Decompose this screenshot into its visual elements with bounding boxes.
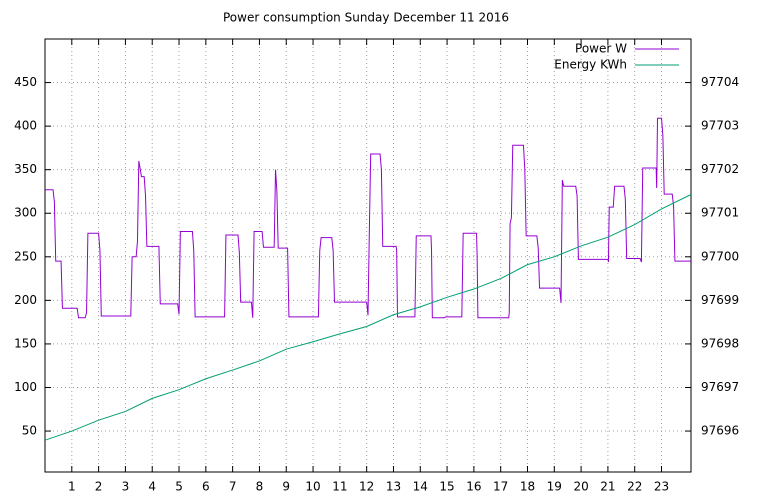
x-tick-label: 3 — [122, 480, 130, 494]
x-tick-label: 9 — [282, 480, 290, 494]
y2-tick-label: 97702 — [701, 162, 739, 176]
x-tick-label: 6 — [202, 480, 210, 494]
y2-tick-label: 97701 — [701, 206, 739, 220]
x-tick-label: 14 — [413, 480, 428, 494]
x-tick-label: 21 — [600, 480, 615, 494]
x-tick-label: 7 — [229, 480, 237, 494]
y2-tick-label: 97704 — [701, 75, 739, 89]
y-tick-label: 150 — [14, 336, 37, 350]
x-tick-label: 5 — [175, 480, 183, 494]
y-tick-label: 450 — [14, 75, 37, 89]
y2-tick-label: 97699 — [701, 293, 739, 307]
x-tick-label: 15 — [439, 480, 454, 494]
y2-tick-label: 97697 — [701, 380, 739, 394]
x-tick-label: 1 — [68, 480, 76, 494]
y2-tick-label: 97700 — [701, 249, 739, 263]
x-tick-label: 22 — [627, 480, 642, 494]
x-tick-label: 4 — [148, 480, 156, 494]
x-tick-label: 8 — [256, 480, 264, 494]
y-tick-label: 400 — [14, 119, 37, 133]
legend-label: Energy KWh — [554, 58, 627, 72]
series-line — [44, 194, 692, 441]
x-tick-label: 17 — [493, 480, 508, 494]
y-tick-label: 250 — [14, 249, 37, 263]
x-tick-label: 23 — [654, 480, 669, 494]
y-tick-label: 100 — [14, 380, 37, 394]
x-tick-label: 10 — [305, 480, 320, 494]
y-tick-label: 350 — [14, 162, 37, 176]
x-tick-label: 2 — [95, 480, 103, 494]
series-line — [45, 117, 691, 319]
y-tick-label: 200 — [14, 293, 37, 307]
plot-frame — [44, 38, 692, 473]
x-tick-label: 19 — [547, 480, 562, 494]
chart-title: Power consumption Sunday December 11 201… — [223, 11, 509, 25]
x-tick-label: 20 — [573, 480, 588, 494]
x-tick-label: 13 — [386, 480, 401, 494]
y2-tick-label: 97696 — [701, 424, 739, 438]
y-tick-label: 300 — [14, 206, 37, 220]
x-tick-label: 12 — [359, 480, 374, 494]
x-tick-label: 16 — [466, 480, 481, 494]
x-tick-label: 18 — [520, 480, 535, 494]
legend-label: Power W — [575, 42, 627, 56]
y-tick-label: 50 — [22, 424, 37, 438]
y2-tick-label: 97698 — [701, 336, 739, 350]
y2-tick-label: 97703 — [701, 119, 739, 133]
x-tick-label: 11 — [332, 480, 347, 494]
